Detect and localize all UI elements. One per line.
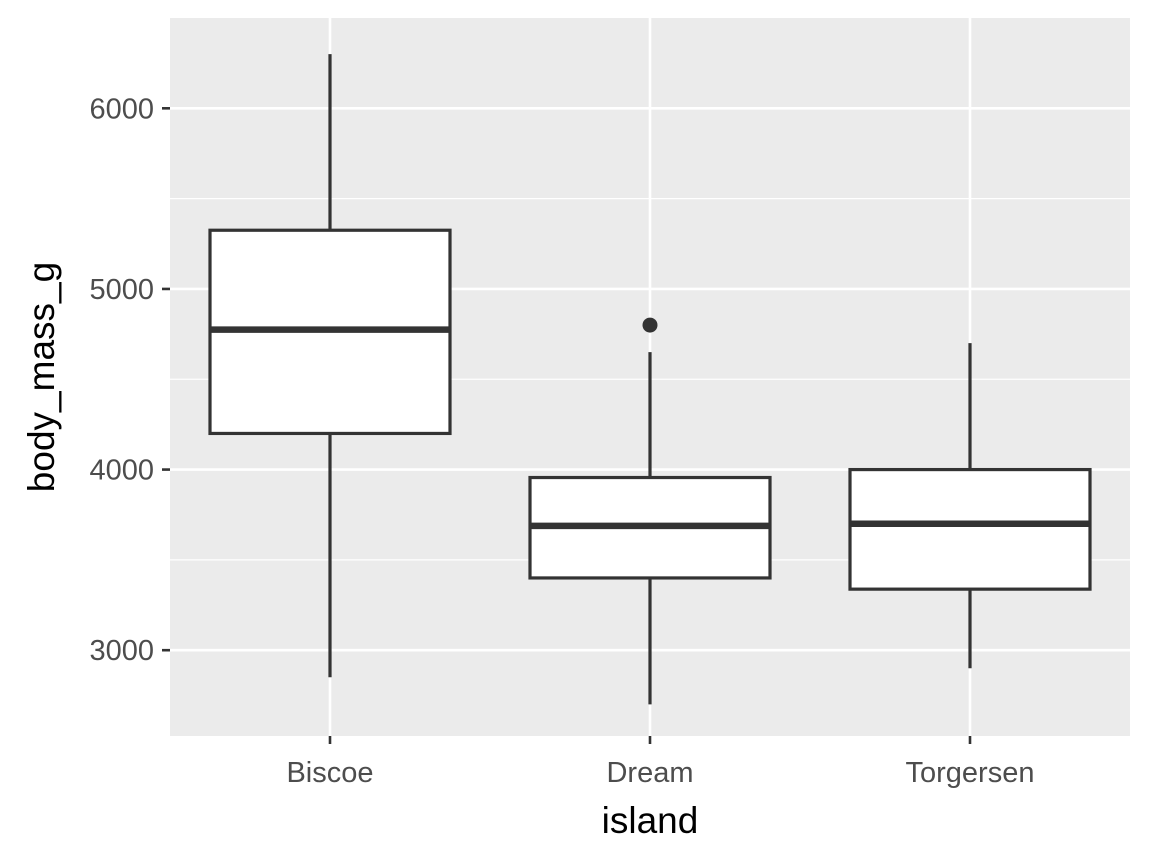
x-tick-label: Dream	[606, 757, 693, 789]
box-torgersen	[848, 343, 1092, 669]
y-tick-label: 4000	[89, 455, 154, 487]
y-tick-label: 5000	[89, 274, 154, 306]
y-axis: 3000 4000 5000 6000	[89, 93, 170, 667]
x-tick-label: Torgersen	[906, 757, 1035, 789]
x-axis: Biscoe Dream Torgersen	[286, 736, 1034, 789]
y-tick-label: 6000	[89, 93, 154, 125]
outlier-point	[642, 317, 658, 333]
x-tick-label: Biscoe	[286, 757, 373, 789]
x-axis-title: island	[602, 800, 699, 841]
y-axis-title: body_mass_g	[21, 262, 62, 492]
box-series	[208, 54, 1092, 705]
box-dream	[528, 317, 772, 705]
y-tick-label: 3000	[89, 635, 154, 667]
box-body	[848, 467, 1092, 591]
box-biscoe	[208, 54, 452, 678]
